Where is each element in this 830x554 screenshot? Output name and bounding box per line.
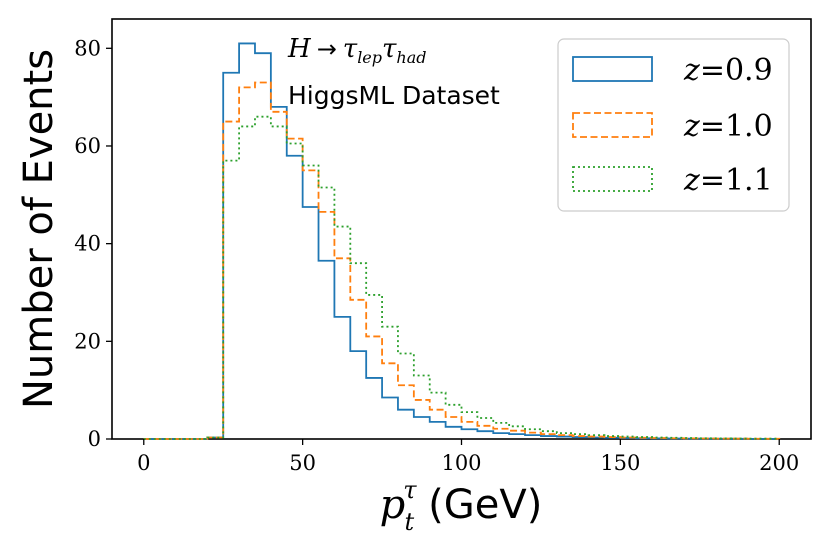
y-axis-label: Number of Events (16, 49, 62, 409)
annotation-process: H → τlepτhad (287, 34, 427, 67)
series-layer (143, 42, 781, 440)
legend-swatch (572, 112, 653, 138)
legend-label: z=1.0 (683, 109, 773, 144)
legend-label: z=0.9 (683, 53, 773, 88)
y-tick-label: 60 (74, 134, 101, 158)
y-tick-label: 80 (74, 36, 101, 60)
y-tick-label: 40 (74, 232, 101, 256)
x-axis-label-subscript: t (405, 508, 415, 536)
x-axis-label-superscript: τ (403, 476, 417, 504)
legend-swatch (572, 166, 653, 192)
y-tick-label: 20 (74, 329, 101, 353)
series-z-1-0-step (143, 81, 781, 440)
x-axis-ticks: 0 50 100 150 200 (137, 439, 799, 475)
x-tick-label: 200 (759, 451, 799, 475)
y-tick-label: 0 (88, 427, 101, 451)
x-axis-label-unit: (GeV) (428, 482, 542, 528)
x-axis-label-symbol: p (380, 482, 406, 528)
x-tick-label: 100 (441, 451, 481, 475)
legend-label: z=1.1 (683, 163, 773, 198)
legend: z=0.9 z=1.0 z=1.1 (557, 38, 790, 212)
x-tick-label: 150 (600, 451, 640, 475)
annotation-dataset: HiggsML Dataset (288, 81, 500, 110)
legend-swatch (572, 56, 653, 82)
y-axis-ticks: 0 20 40 60 80 (74, 36, 112, 451)
x-tick-label: 0 (137, 451, 150, 475)
x-axis-label: pτ t (GeV) (380, 476, 543, 536)
x-tick-label: 50 (289, 451, 316, 475)
legend-frame (557, 38, 790, 212)
